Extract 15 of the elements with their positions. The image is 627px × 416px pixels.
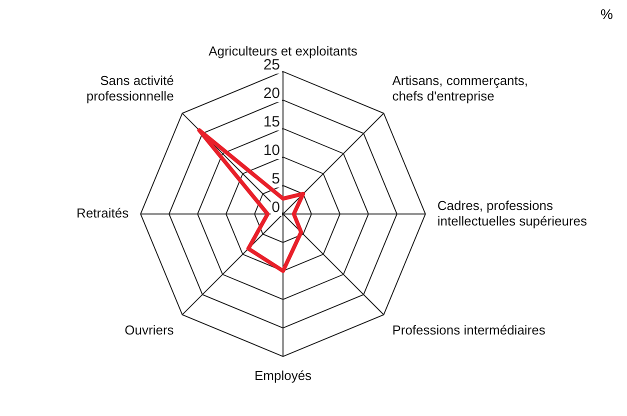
spoke-label: Cadres, professions intellectuelles supérieures — [437, 198, 588, 228]
spoke-label: Artisans, commerçants, chefs d'entreprise — [392, 72, 528, 104]
text: % — [600, 6, 613, 22]
y-tick-label: 20 — [263, 85, 280, 102]
spoke-label: Professions intermédiaires — [392, 322, 546, 338]
spoke-label: Employés — [254, 368, 312, 383]
y-tick-label: 15 — [263, 114, 280, 131]
y-tick-label: 10 — [263, 142, 280, 160]
spoke-label: Retraités — [76, 206, 130, 221]
spoke-label: Sans activité professionnelle — [86, 72, 174, 104]
spoke-label: Agriculteurs et exploitants — [208, 43, 358, 58]
y-tick-label: 5 — [272, 170, 280, 188]
y-tick-label: 0 — [272, 199, 280, 216]
spoke-label: Ouvriers — [124, 322, 174, 338]
y-tick-label: 25 — [263, 56, 280, 74]
